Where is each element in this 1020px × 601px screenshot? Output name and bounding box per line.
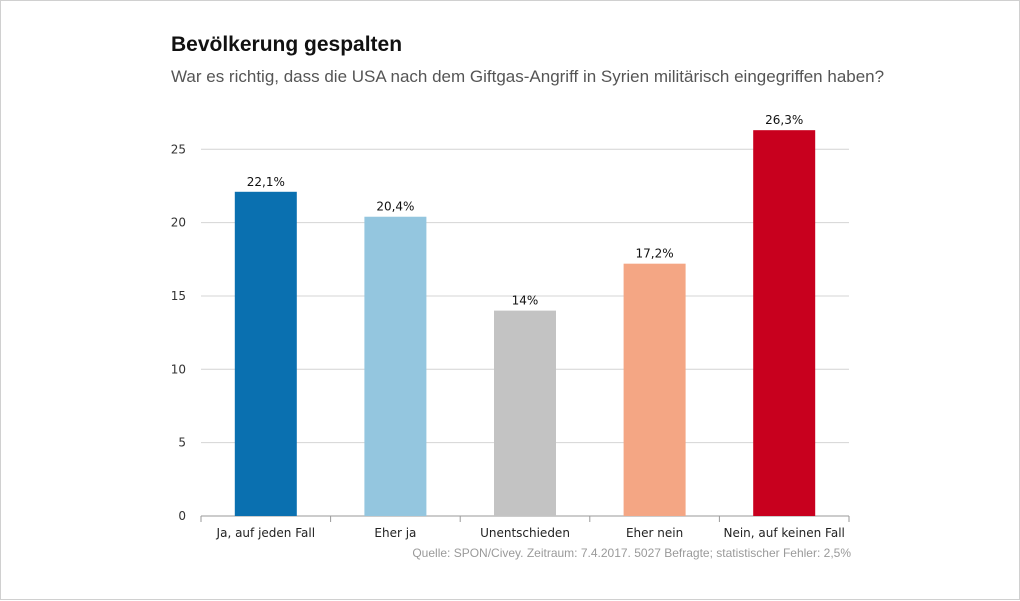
y-tick-label: 0 [178,509,186,523]
x-tick-label: Nein, auf keinen Fall [723,526,844,540]
y-tick-label: 5 [178,436,186,450]
bar [623,263,686,516]
source-note: Quelle: SPON/Civey. Zeitraum: 7.4.2017. … [412,546,851,560]
bar [364,216,427,516]
data-label: 14% [512,294,539,308]
x-tick-label: Eher ja [374,526,416,540]
y-tick-label: 25 [171,142,186,156]
bar [234,191,297,516]
data-label: 17,2% [636,247,674,261]
y-tick-label: 10 [171,362,186,376]
data-label: 26,3% [765,113,803,127]
x-tick-label: Unentschieden [480,526,570,540]
y-tick-label: 15 [171,289,186,303]
bar [753,130,816,516]
data-label: 20,4% [376,200,414,214]
chart-subtitle: War es richtig, dass die USA nach dem Gi… [171,67,885,86]
data-label: 22,1% [247,175,285,189]
chart-title: Bevölkerung gespalten [171,33,403,56]
y-tick-label: 20 [171,216,186,230]
bar [494,310,556,516]
x-tick-label: Ja, auf jeden Fall [216,526,315,540]
x-tick-label: Eher nein [626,526,683,540]
